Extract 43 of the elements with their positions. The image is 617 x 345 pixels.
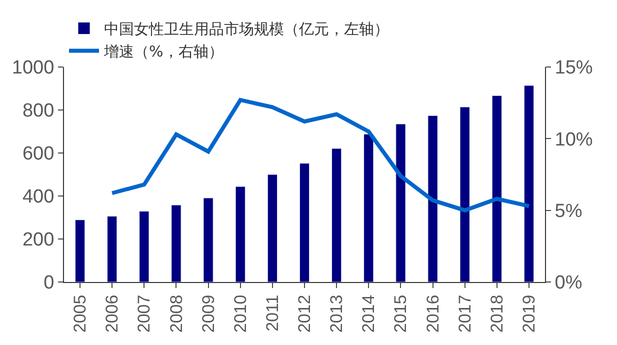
x-tick-label: 2018 [487,294,506,333]
x-tick-label: 2019 [519,294,538,333]
x-tick-label: 2015 [391,294,410,333]
x-tick-label: 2014 [359,294,378,333]
legend-label: 中国女性卫生用品市场规模（亿元，左轴） [104,20,389,38]
bar [267,174,278,282]
line-series [110,98,531,212]
x-tick-label: 2010 [230,294,250,333]
x-tick-label: 2005 [70,294,90,333]
bar [171,204,182,282]
x-tick-label: 2017 [455,294,474,333]
bar [203,198,214,282]
x-tick-label: 2013 [327,294,346,333]
y-tick-label: 800 [22,100,54,122]
y-tick-label: 400 [22,186,54,208]
bar [299,163,310,282]
x-tick-label: 2012 [295,294,314,333]
y-tick-label: 200 [22,230,54,251]
bar [74,220,86,282]
x-tick-label: 2016 [423,294,442,333]
x-tick-label: 2006 [102,294,122,333]
bar [460,106,470,282]
bar [139,211,150,282]
x-tick-label: 2011 [262,294,282,332]
bar [396,124,406,282]
x-tick-label: 2009 [198,294,218,333]
bar [332,148,342,282]
y2-tick-label: 0% [554,272,582,294]
bar [107,216,118,282]
bar [364,134,374,282]
x-tick-label: 2008 [166,294,186,333]
y2-tick-label: 10% [554,129,593,150]
legend-label: 增速（%，右轴） [103,42,224,61]
x-tick-label: 2007 [134,294,154,333]
bar [235,186,246,282]
bar [524,85,534,282]
bar [428,115,438,282]
y-tick-label: 0 [44,272,54,294]
y-tick-label: 600 [22,144,54,165]
y2-tick-label: 5% [554,200,582,222]
y-tick-label: 1000 [12,58,54,79]
y2-tick-label: 15% [554,58,593,79]
bar [492,95,502,282]
